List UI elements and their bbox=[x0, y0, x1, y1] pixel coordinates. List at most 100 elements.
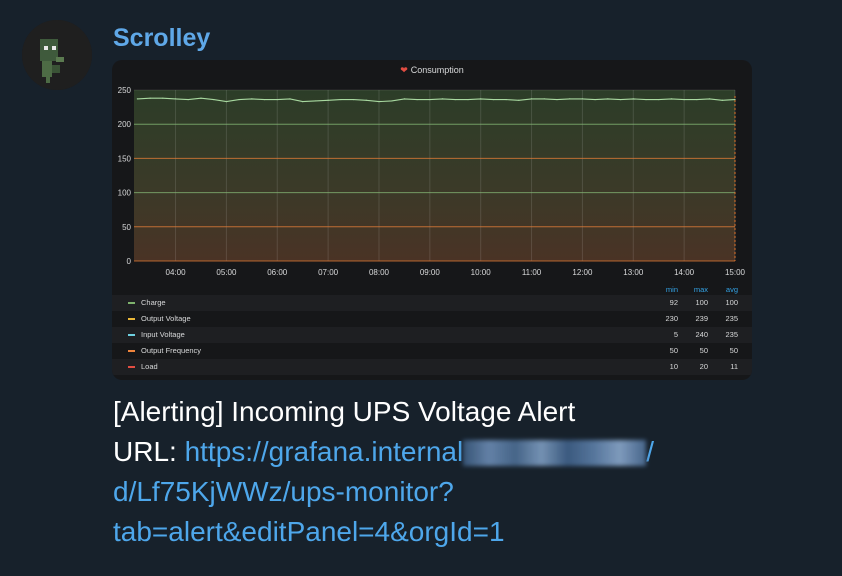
series-point bbox=[391, 100, 393, 102]
series-point bbox=[454, 98, 456, 101]
series-point bbox=[327, 99, 329, 101]
pixel-creature-avatar-icon bbox=[22, 20, 92, 90]
series-point bbox=[518, 99, 520, 101]
legend-series-name: Input Voltage bbox=[141, 330, 185, 339]
redacted-domain-blur bbox=[463, 440, 647, 466]
series-point bbox=[658, 98, 660, 101]
y-tick-label: 250 bbox=[118, 86, 132, 95]
series-point bbox=[645, 98, 647, 101]
heart-broken-icon: ❤ bbox=[400, 65, 408, 75]
legend-max-value: 100 bbox=[695, 298, 708, 307]
legend-min-value: 230 bbox=[665, 314, 678, 323]
series-point bbox=[619, 98, 622, 101]
legend-avg-value: 235 bbox=[725, 314, 738, 323]
series-point bbox=[556, 98, 558, 101]
series-point bbox=[251, 98, 253, 100]
series-point bbox=[187, 98, 189, 101]
series-point bbox=[607, 98, 609, 100]
legend-series-name: Output Voltage bbox=[141, 314, 191, 323]
sender-name[interactable]: Scrolley bbox=[113, 24, 211, 52]
legend-series-name: Charge bbox=[141, 298, 166, 307]
legend-max-value: 240 bbox=[695, 330, 708, 339]
series-point bbox=[670, 98, 673, 100]
x-tick-label: 11:00 bbox=[522, 268, 542, 277]
url-line-1: URL: https://grafana.internal / bbox=[113, 432, 753, 472]
series-point bbox=[721, 99, 723, 101]
panel-title: ❤ Consumption bbox=[112, 65, 752, 76]
legend-row[interactable]: Load 10 20 11 bbox=[112, 359, 752, 375]
x-tick-label: 12:00 bbox=[572, 268, 593, 277]
x-tick-label: 06:00 bbox=[267, 268, 288, 277]
series-point bbox=[225, 101, 227, 103]
series-point bbox=[403, 98, 406, 100]
series-point bbox=[238, 98, 240, 101]
series-point bbox=[213, 98, 215, 101]
legend-row[interactable]: Output Voltage 230 239 235 bbox=[112, 311, 752, 327]
legend-row[interactable]: Output Frequency 50 50 50 bbox=[112, 343, 752, 359]
x-tick-label: 05:00 bbox=[216, 268, 237, 277]
legend-max-value: 239 bbox=[695, 314, 708, 323]
series-point bbox=[365, 99, 367, 101]
x-tick-label: 04:00 bbox=[166, 268, 187, 277]
series-point bbox=[480, 98, 482, 100]
series-point bbox=[352, 98, 355, 101]
legend-max-value: 50 bbox=[699, 346, 708, 355]
legend-avg-value: 100 bbox=[725, 298, 738, 307]
series-point bbox=[174, 98, 177, 100]
legend-swatch bbox=[128, 350, 135, 352]
series-point bbox=[314, 100, 317, 102]
sender-avatar[interactable] bbox=[22, 20, 92, 90]
x-tick-label: 15:00 bbox=[725, 268, 746, 277]
series-point bbox=[276, 98, 278, 101]
legend-min-value: 92 bbox=[669, 298, 678, 307]
url-link-line-3[interactable]: tab=alert&editPanel=4&orgId=1 bbox=[113, 516, 505, 547]
series-point bbox=[378, 101, 380, 103]
legend-header-min: min bbox=[665, 285, 678, 294]
legend-header-max: max bbox=[693, 285, 708, 294]
threshold-band-area bbox=[134, 90, 735, 261]
legend-swatch bbox=[128, 318, 135, 320]
url-link-part-2[interactable]: / bbox=[646, 436, 654, 467]
y-tick-label: 150 bbox=[118, 154, 132, 163]
url-link-part-1[interactable]: https://grafana.internal bbox=[184, 436, 464, 467]
y-tick-label: 200 bbox=[118, 120, 132, 129]
legend-row[interactable]: Charge 92 100 100 bbox=[112, 295, 752, 311]
x-tick-label: 07:00 bbox=[318, 268, 339, 277]
series-point bbox=[149, 97, 151, 99]
series-point bbox=[416, 98, 418, 101]
legend-avg-value: 50 bbox=[729, 346, 738, 355]
y-tick-label: 100 bbox=[118, 189, 132, 198]
series-point bbox=[734, 98, 736, 101]
x-tick-label: 09:00 bbox=[420, 268, 441, 277]
legend-swatch bbox=[128, 334, 135, 336]
series-point bbox=[492, 98, 495, 101]
series-point bbox=[505, 98, 507, 101]
x-tick-label: 13:00 bbox=[623, 268, 644, 277]
x-tick-label: 08:00 bbox=[369, 268, 390, 277]
series-point bbox=[136, 98, 138, 100]
x-tick-label: 10:00 bbox=[471, 268, 492, 277]
legend-series-name: Load bbox=[141, 362, 158, 371]
url-link-line-2[interactable]: d/Lf75KjWWz/ups-monitor? bbox=[113, 476, 454, 507]
series-point bbox=[200, 97, 202, 99]
series-point bbox=[467, 98, 469, 101]
alert-title: [Alerting] Incoming UPS Voltage Alert bbox=[113, 396, 576, 427]
series-point bbox=[581, 98, 584, 100]
series-point bbox=[708, 98, 711, 100]
y-tick-label: 0 bbox=[127, 257, 132, 266]
series-point bbox=[683, 98, 685, 101]
series-line bbox=[137, 97, 736, 103]
series-point bbox=[569, 98, 571, 100]
legend-row[interactable]: Input Voltage 5 240 235 bbox=[112, 327, 752, 343]
series-point bbox=[429, 98, 431, 101]
series-point bbox=[289, 98, 291, 100]
x-tick-label: 14:00 bbox=[674, 268, 695, 277]
legend-max-value: 20 bbox=[699, 362, 708, 371]
legend-swatch bbox=[128, 302, 135, 304]
series-point bbox=[162, 97, 164, 99]
legend-header-avg: avg bbox=[725, 285, 738, 294]
url-label: URL: bbox=[113, 436, 185, 467]
series-point bbox=[302, 101, 304, 103]
series-point bbox=[530, 98, 533, 100]
grafana-panel-image[interactable]: 04:00 05:00 06:00 07:00 08:00 09:00 10:00 11:00… bbox=[112, 60, 752, 380]
